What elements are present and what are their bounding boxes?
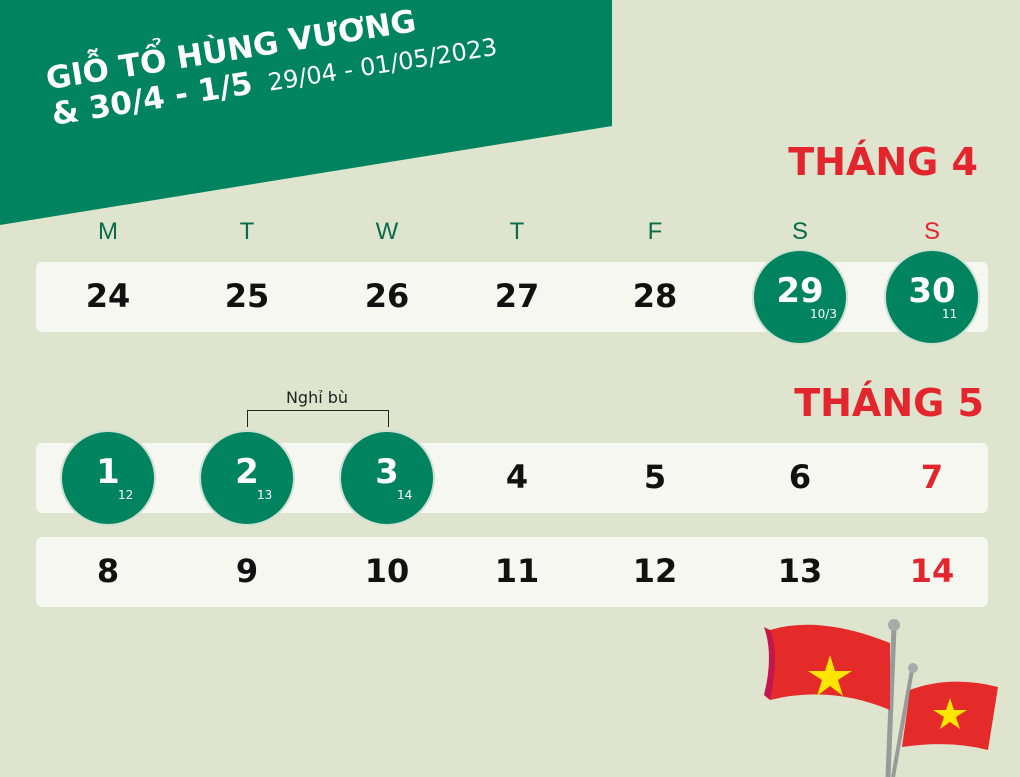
weekday-label: S bbox=[791, 218, 808, 245]
weekday-label: S bbox=[923, 218, 940, 245]
weekday-label: M bbox=[98, 218, 118, 245]
calendar-day[interactable]: 14 bbox=[909, 552, 955, 590]
day-number: 30 bbox=[908, 271, 956, 311]
holiday-day[interactable]: 29 10/3 bbox=[754, 251, 846, 343]
lunar-date: 13 bbox=[257, 488, 273, 502]
calendar-day[interactable]: 8 bbox=[96, 552, 120, 590]
compensatory-bracket bbox=[247, 410, 389, 427]
day-number: 1 bbox=[96, 452, 120, 492]
holiday-day[interactable]: 30 11 bbox=[886, 251, 978, 343]
calendar-day[interactable]: 27 bbox=[494, 277, 540, 315]
may-week1-row bbox=[36, 443, 988, 513]
vietnam-flags-icon bbox=[764, 619, 998, 777]
may-week2-row bbox=[36, 537, 988, 607]
month-may-title: THÁNG 5 bbox=[794, 381, 984, 425]
day-number: 29 bbox=[776, 271, 824, 311]
month-april-title: THÁNG 4 bbox=[788, 140, 978, 184]
compensatory-label: Nghỉ bù bbox=[285, 388, 349, 407]
holiday-day[interactable]: 2 13 bbox=[201, 432, 293, 524]
weekday-label: W bbox=[375, 218, 399, 245]
calendar-day[interactable]: 28 bbox=[632, 277, 678, 315]
weekday-label: T bbox=[509, 218, 525, 245]
calendar-day[interactable]: 25 bbox=[224, 277, 270, 315]
day-number: 2 bbox=[235, 452, 259, 492]
day-number: 3 bbox=[375, 452, 399, 492]
calendar-day[interactable]: 4 bbox=[505, 458, 529, 496]
lunar-date: 10/3 bbox=[810, 307, 837, 321]
calendar-day[interactable]: 11 bbox=[494, 552, 540, 590]
calendar-day[interactable]: 9 bbox=[235, 552, 259, 590]
lunar-date: 11 bbox=[942, 307, 958, 321]
lunar-date: 12 bbox=[118, 488, 134, 502]
weekday-label: F bbox=[647, 218, 663, 245]
calendar-day[interactable]: 24 bbox=[85, 277, 131, 315]
calendar-day[interactable]: 6 bbox=[788, 458, 812, 496]
weekday-label: T bbox=[239, 218, 255, 245]
calendar-day[interactable]: 13 bbox=[777, 552, 823, 590]
holiday-day[interactable]: 1 12 bbox=[62, 432, 154, 524]
calendar-day[interactable]: 12 bbox=[632, 552, 678, 590]
calendar-day[interactable]: 5 bbox=[643, 458, 667, 496]
calendar-day[interactable]: 26 bbox=[364, 277, 410, 315]
lunar-date: 14 bbox=[397, 488, 413, 502]
calendar-day[interactable]: 7 bbox=[920, 458, 944, 496]
holiday-day[interactable]: 3 14 bbox=[341, 432, 433, 524]
calendar-day[interactable]: 10 bbox=[364, 552, 410, 590]
